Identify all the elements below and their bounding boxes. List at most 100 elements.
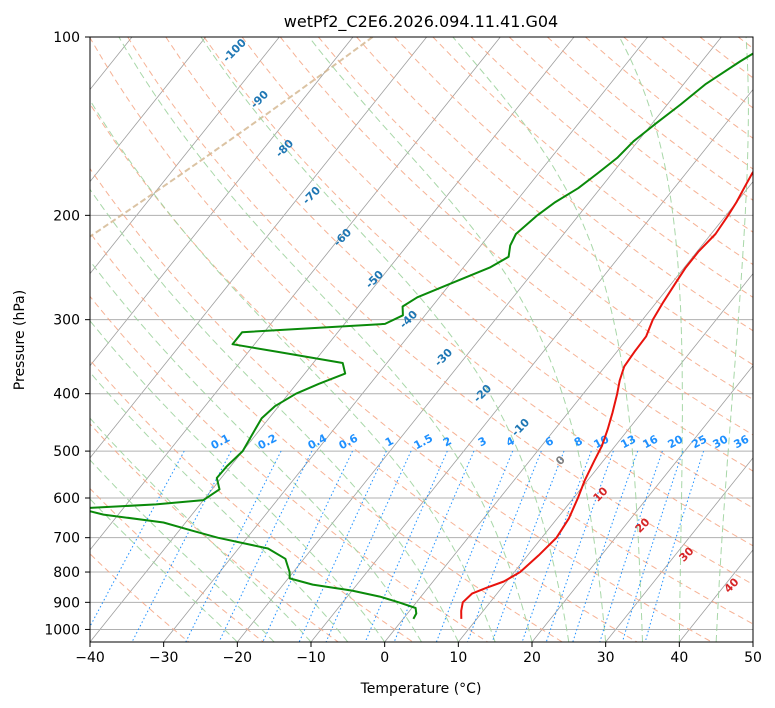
moist-adiabat-line <box>90 459 275 642</box>
mixing-ratio-label: 20 <box>666 432 686 451</box>
dry-adiabat-label: -60 <box>331 226 354 249</box>
pressure-gridlines <box>90 37 753 630</box>
moist-adiabat-line <box>308 37 607 642</box>
x-tick-label: 40 <box>670 650 688 666</box>
chart-title: wetPf2_C2E6.2026.094.11.41.G04 <box>284 12 558 32</box>
dry-adiabat-line <box>90 295 488 642</box>
dry-adiabat-line <box>661 37 753 109</box>
background-line-labels: 0.1 0.2 0.4 0.6 1 1.5 2 3 4 6 8 10 13 16 20 25 30 36-100-… <box>209 36 752 596</box>
mixing-ratio-line <box>298 450 387 642</box>
dry-adiabat-line <box>90 359 414 642</box>
isotherm-line <box>90 37 575 642</box>
mixing-ratio-line <box>467 450 542 642</box>
x-tick-label: −20 <box>223 650 253 666</box>
isotherm-line <box>605 457 753 642</box>
dry-adiabat-line <box>737 37 753 49</box>
y-tick-label: 300 <box>53 313 80 329</box>
dry-adiabat-label: -90 <box>248 88 271 111</box>
mixing-ratio-label: 2 <box>441 434 454 449</box>
dry-adiabat-line <box>470 37 753 266</box>
moist-adiabat-line <box>452 37 643 642</box>
mixing-ratio-line <box>262 450 353 642</box>
isotherm-line <box>90 37 206 183</box>
moist-adiabat-label: 30 <box>677 544 697 564</box>
mixing-ratio-label: 1 <box>383 434 396 449</box>
mixing-ratio-line <box>599 450 663 642</box>
moist-adiabat-label: 40 <box>722 575 742 595</box>
mixing-ratio-line <box>185 450 282 642</box>
moist-adiabat-line <box>90 417 312 642</box>
y-tick-label: 400 <box>53 387 80 403</box>
y-tick-label: 900 <box>53 595 80 611</box>
mixing-ratio-label: 13 <box>619 433 639 452</box>
dry-adiabat-line <box>90 37 753 625</box>
y-tick-label: 200 <box>53 208 80 224</box>
isotherm-line <box>163 37 648 642</box>
dry-adiabat-line <box>90 423 339 642</box>
dry-adiabat-line <box>318 37 753 401</box>
moist-adiabat-label: 20 <box>633 515 653 535</box>
mixing-ratio-label: 0.2 <box>256 432 279 453</box>
dry-adiabat-line <box>90 231 563 642</box>
moist-adiabat-line <box>90 498 238 642</box>
isotherm-line <box>237 37 722 642</box>
y-axis-label: Pressure (hPa) <box>12 290 28 390</box>
mixing-ratio-lines <box>90 450 705 642</box>
mixing-ratio-line <box>393 450 475 642</box>
y-tick-label: 1000 <box>44 622 80 638</box>
dry-adiabat-line <box>127 37 753 586</box>
moist-adiabat-line <box>118 37 533 642</box>
dry-adiabat-label: -50 <box>363 268 386 291</box>
dry-adiabat-label: -80 <box>273 137 296 160</box>
isotherm-line <box>384 180 753 642</box>
y-axis-ticks: 100 200 300 400 500 600 700 800 900 1000 <box>44 30 90 638</box>
dry-adiabat-label: -30 <box>432 346 455 369</box>
moist-adiabat-lines <box>90 37 749 642</box>
mixing-ratio-label: 0.4 <box>306 431 330 452</box>
x-axis-label: Temperature (°C) <box>360 681 482 697</box>
mixing-ratio-line <box>435 450 514 642</box>
x-tick-label: −40 <box>75 650 105 666</box>
mixing-ratio-line <box>90 450 185 628</box>
mixing-ratio-label: 36 <box>732 432 752 451</box>
dry-adiabat-line <box>165 37 753 547</box>
x-axis-ticks: −40 −30 −20 −10 0 10 20 30 40 50 <box>75 642 762 666</box>
plot-frame <box>89 36 754 643</box>
y-tick-label: 100 <box>53 30 80 46</box>
dry-adiabat-label: 0 <box>553 453 568 468</box>
dry-adiabat-label: -20 <box>471 382 494 405</box>
mixing-ratio-label: 30 <box>711 432 731 451</box>
isotherm-line <box>458 273 753 642</box>
moist-adiabat-line <box>200 37 570 642</box>
dry-adiabat-line <box>394 37 753 332</box>
dry-adiabat-line <box>90 103 712 642</box>
x-tick-label: 30 <box>597 650 615 666</box>
isotherm-lines <box>0 37 753 642</box>
moist-adiabat-line <box>90 320 386 642</box>
moist-adiabat-line <box>90 260 422 642</box>
sounding-profiles <box>90 52 753 620</box>
mixing-ratio-line <box>325 450 412 642</box>
y-tick-label: 800 <box>53 565 80 581</box>
mixing-ratio-label: 3 <box>476 434 489 449</box>
mixing-ratio-line <box>621 450 684 642</box>
dewpoint-profile-line <box>90 52 753 620</box>
mixing-ratio-label: 25 <box>690 433 710 452</box>
dry-adiabat-line <box>356 37 753 366</box>
dry-adiabat-line <box>508 37 753 233</box>
isotherm-line <box>90 37 427 459</box>
moist-adiabat-line <box>90 99 496 642</box>
x-tick-label: 20 <box>523 650 541 666</box>
x-tick-label: 10 <box>449 650 467 666</box>
isotherm-line <box>0 37 58 642</box>
dry-adiabat-label: -10 <box>509 416 532 439</box>
x-tick-label: 0 <box>380 650 389 666</box>
x-tick-label: −30 <box>149 650 179 666</box>
moist-adiabat-label: 10 <box>591 484 611 504</box>
moist-adiabat-line <box>618 37 683 642</box>
temperature-profile-line <box>460 170 753 619</box>
dry-adiabat-line <box>90 487 264 642</box>
isotherm-line <box>531 365 753 642</box>
x-tick-label: 50 <box>744 650 762 666</box>
